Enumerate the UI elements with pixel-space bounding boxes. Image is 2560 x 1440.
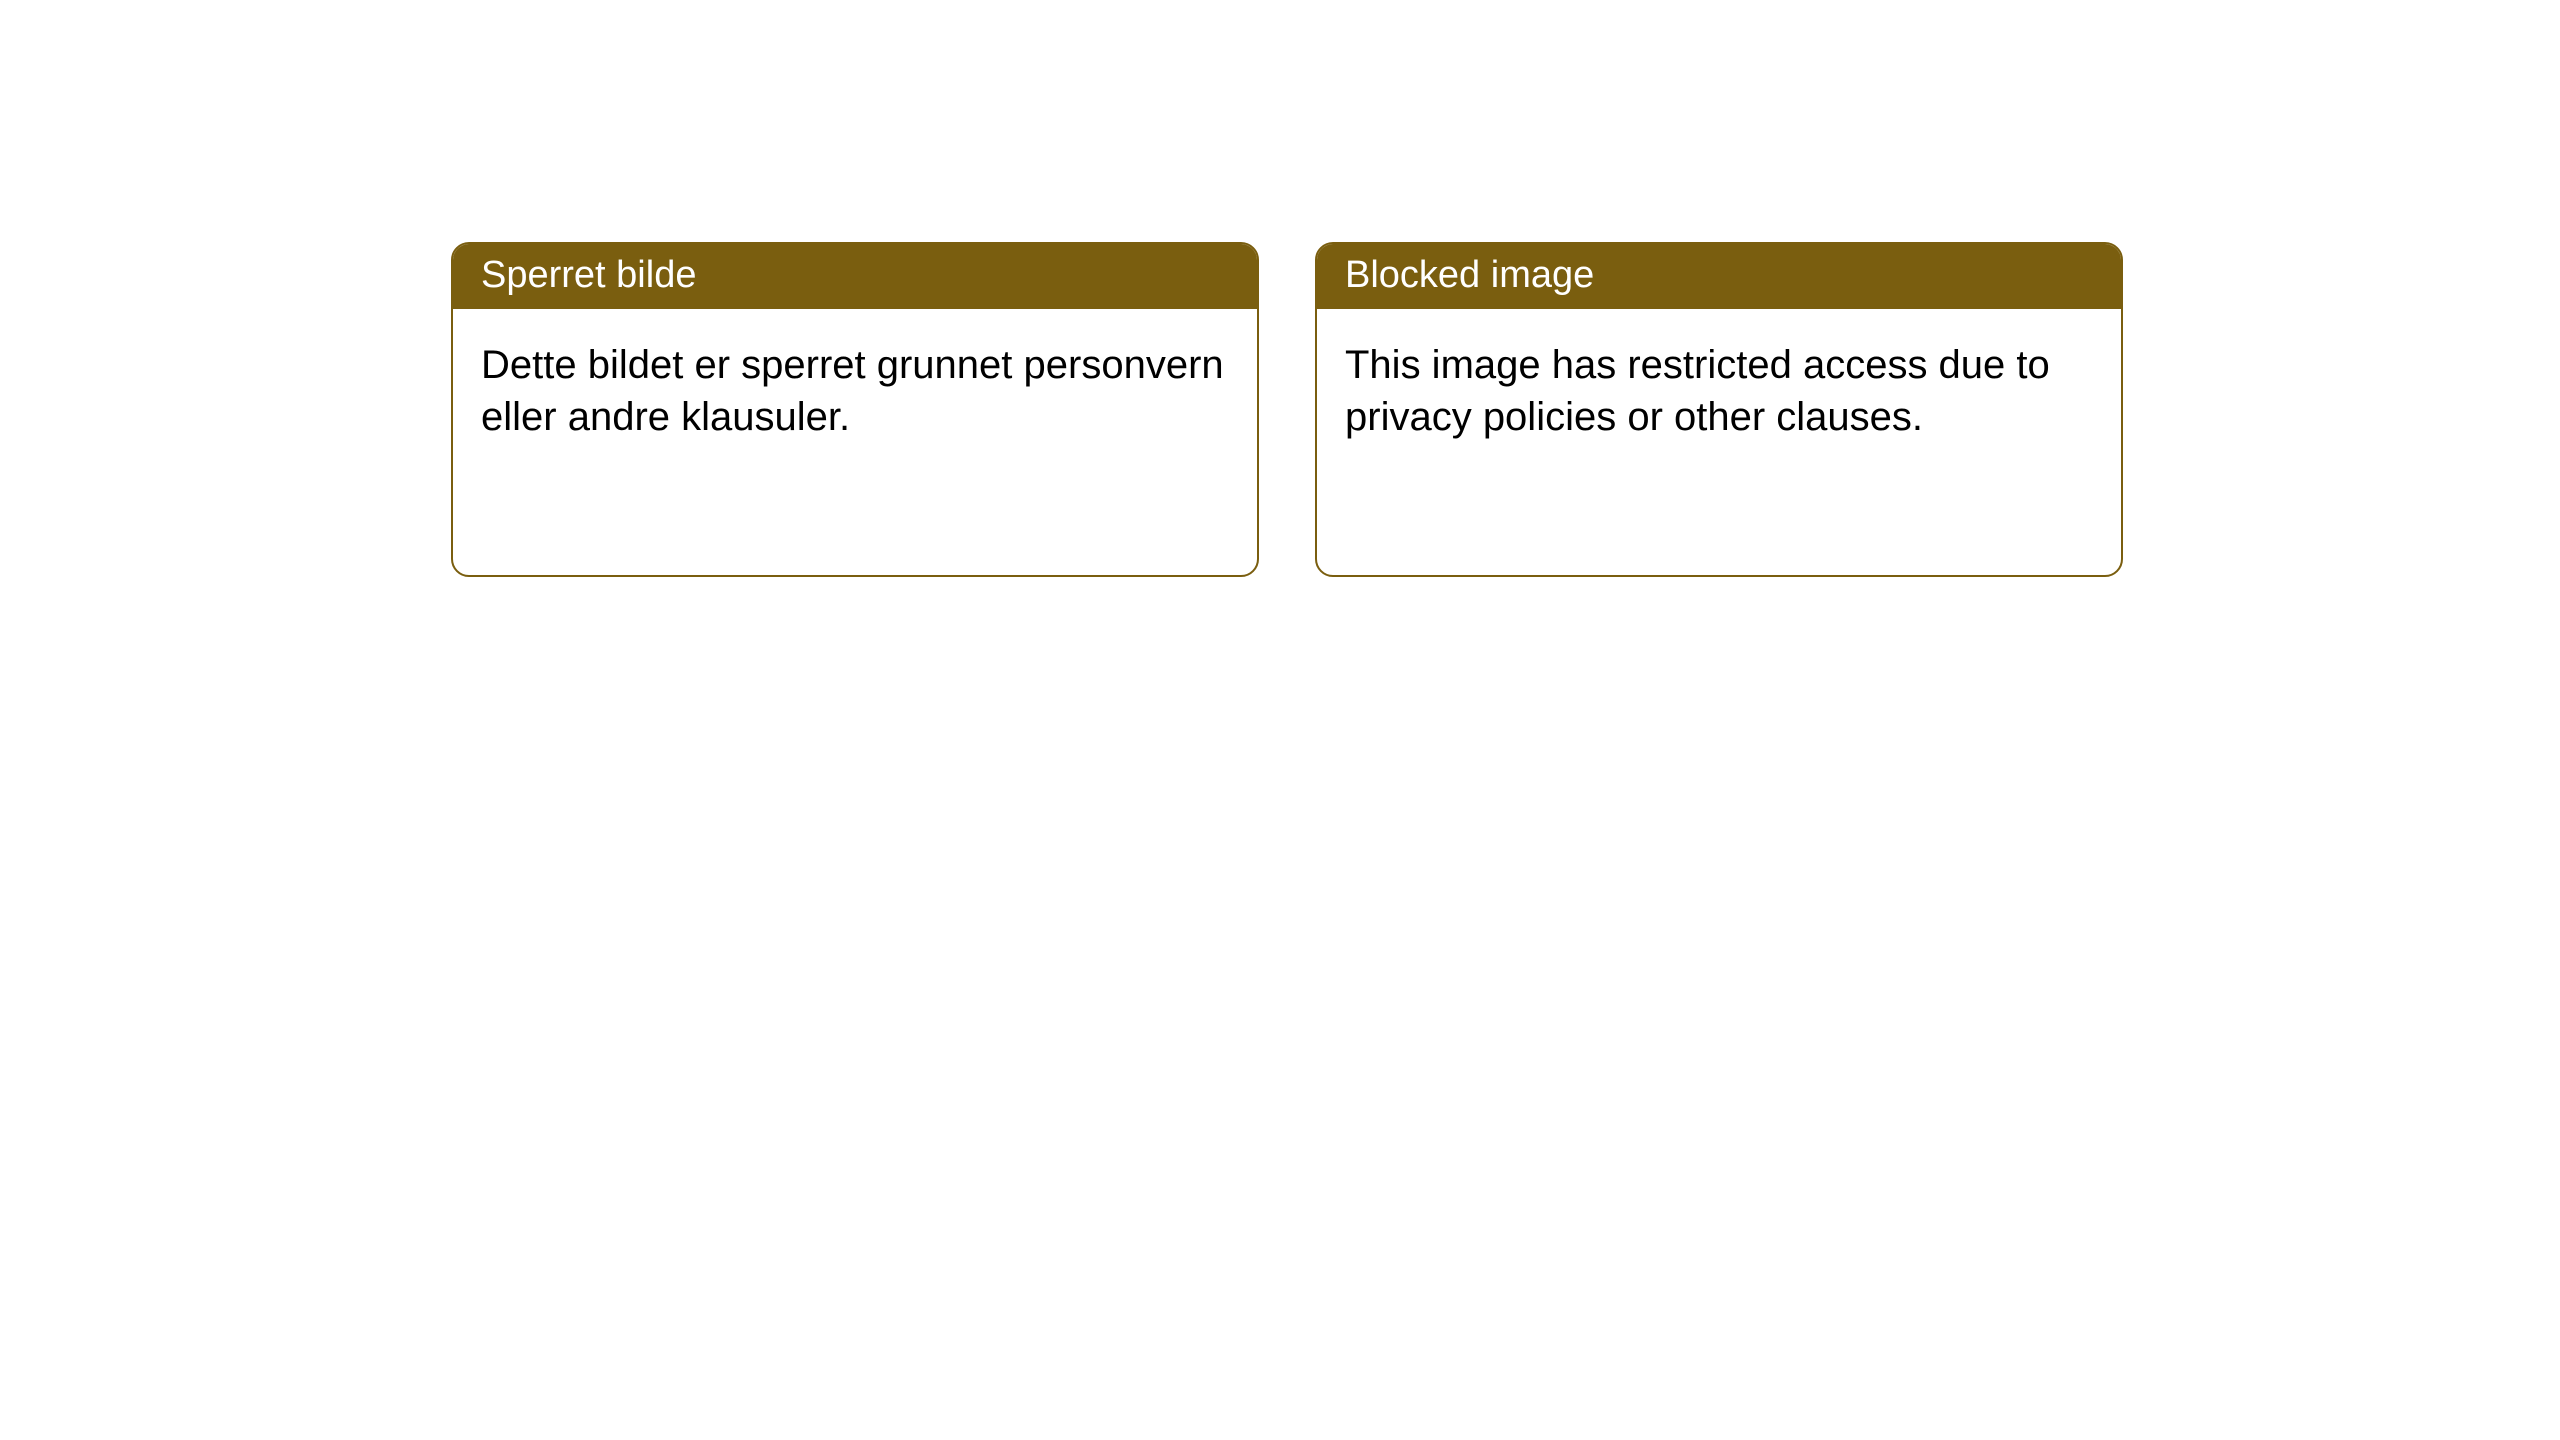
card-header: Blocked image [1317, 244, 2121, 309]
notice-card-no: Sperret bilde Dette bildet er sperret gr… [451, 242, 1259, 577]
notice-card-en: Blocked image This image has restricted … [1315, 242, 2123, 577]
card-header: Sperret bilde [453, 244, 1257, 309]
card-body-text: This image has restricted access due to … [1345, 343, 2050, 439]
card-body: Dette bildet er sperret grunnet personve… [453, 309, 1257, 473]
card-title: Sperret bilde [481, 254, 696, 296]
card-body: This image has restricted access due to … [1317, 309, 2121, 473]
card-body-text: Dette bildet er sperret grunnet personve… [481, 343, 1224, 439]
notice-cards-container: Sperret bilde Dette bildet er sperret gr… [451, 242, 2123, 577]
card-title: Blocked image [1345, 254, 1594, 296]
